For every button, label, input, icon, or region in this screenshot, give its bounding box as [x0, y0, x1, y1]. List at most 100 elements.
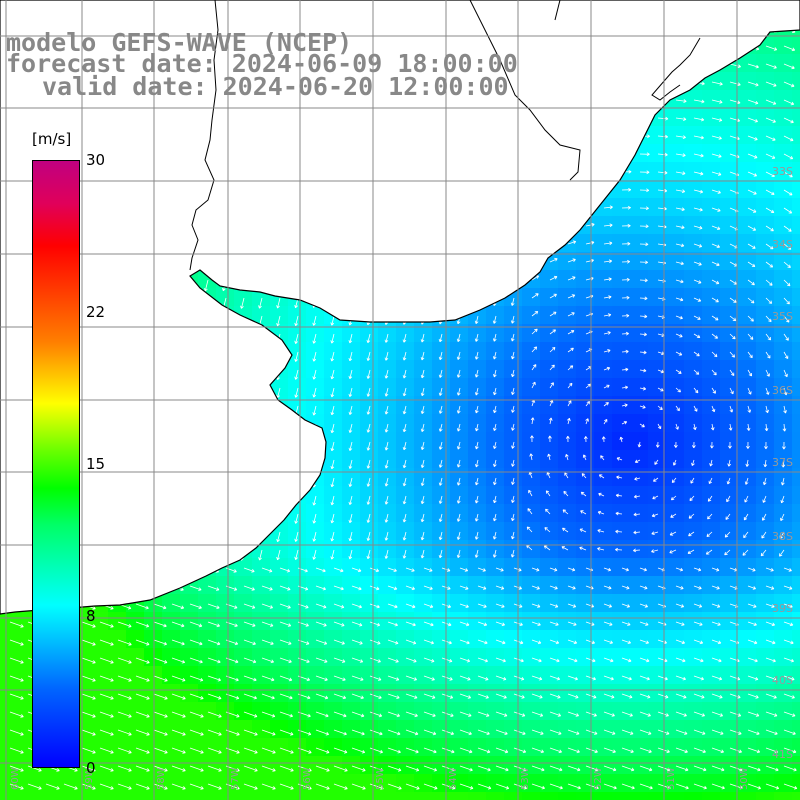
wind-arrow [711, 657, 722, 663]
wind-arrow [387, 585, 398, 591]
wind-arrow [438, 477, 443, 486]
wind-arrow [384, 513, 389, 523]
wind-arrow [81, 783, 96, 790]
wind-arrow [513, 747, 527, 754]
field-cell [342, 522, 361, 541]
field-cell [198, 774, 217, 793]
field-cell [270, 630, 289, 649]
wind-arrow [693, 369, 700, 375]
field-cell [342, 630, 361, 649]
field-cell [756, 342, 775, 361]
wind-arrow [693, 99, 705, 104]
wind-arrow [475, 423, 479, 432]
field-cell [522, 720, 541, 739]
wind-arrow [783, 387, 788, 396]
wind-arrow [315, 657, 328, 663]
wind-arrow [456, 441, 461, 450]
wind-arrow [549, 585, 558, 590]
wind-arrow [528, 489, 533, 497]
wind-arrow [747, 261, 756, 267]
wind-arrow [315, 693, 329, 700]
field-cell [486, 792, 505, 800]
wind-arrow [384, 387, 389, 397]
field-cell [270, 792, 289, 800]
wind-arrow [783, 783, 798, 790]
wind-arrow [765, 279, 773, 286]
field-cell [702, 576, 721, 595]
wind-arrow [597, 547, 605, 551]
wind-arrow [171, 603, 185, 610]
field-cell [558, 594, 577, 613]
wind-arrow [601, 436, 606, 443]
wind-arrow [493, 405, 497, 414]
field-cell [738, 432, 757, 451]
field-cell [288, 720, 307, 739]
lat-label: 34S [772, 238, 793, 251]
wind-arrow [567, 417, 571, 425]
lat-label: 40S [772, 674, 793, 687]
wind-arrow [405, 711, 418, 718]
wind-arrow [81, 621, 96, 628]
field-cell [522, 576, 541, 595]
field-cell [648, 684, 667, 703]
field-cell [594, 324, 613, 343]
wind-arrow [783, 45, 796, 52]
field-cell [504, 684, 523, 703]
field-cell [306, 576, 325, 595]
field-cell [486, 486, 505, 505]
field-cell [270, 648, 289, 667]
field-cell [360, 648, 379, 667]
wind-arrow [348, 333, 353, 344]
field-cell [774, 54, 793, 73]
field-cell [396, 342, 415, 361]
wind-arrow [189, 711, 204, 718]
field-cell [720, 360, 739, 379]
wind-arrow [420, 459, 425, 468]
field-cell [342, 396, 361, 415]
wind-arrow [711, 225, 721, 230]
wind-arrow [171, 639, 185, 646]
wind-arrow [456, 351, 461, 360]
wind-arrow [456, 369, 461, 378]
field-cell [360, 558, 379, 577]
wind-arrow [459, 675, 471, 681]
wind-arrow [639, 188, 650, 193]
wind-arrow [117, 783, 132, 790]
wind-arrow [366, 387, 371, 397]
field-cell [396, 414, 415, 433]
wind-arrow [438, 513, 443, 522]
wind-arrow [765, 297, 773, 304]
field-cell [594, 504, 613, 523]
wind-arrow [477, 621, 488, 627]
field-cell [522, 792, 541, 800]
field-cell [180, 612, 199, 631]
wind-arrow [639, 152, 650, 157]
wind-arrow [549, 311, 557, 317]
field-cell [576, 558, 595, 577]
field-cell [720, 414, 739, 433]
wind-arrow [366, 459, 371, 469]
field-cell [648, 288, 667, 307]
field-cell [756, 252, 775, 271]
field-cell [0, 612, 19, 631]
field-cell [270, 558, 289, 577]
wind-arrow [603, 675, 614, 681]
wind-arrow [243, 603, 256, 609]
field-cell [216, 702, 235, 721]
wind-arrow [567, 711, 580, 717]
colorbar-frame [32, 160, 80, 768]
wind-arrow [99, 729, 114, 736]
field-cell [432, 594, 451, 613]
field-cell [324, 450, 343, 469]
wind-arrow [598, 474, 605, 479]
wind-arrow [420, 477, 425, 486]
field-cell [396, 540, 415, 559]
wind-arrow [567, 330, 575, 335]
wind-arrow [531, 603, 541, 608]
wind-arrow [366, 333, 371, 344]
wind-arrow [693, 297, 702, 302]
wind-arrow [330, 495, 335, 506]
wind-arrow [621, 585, 630, 590]
field-cell [468, 630, 487, 649]
wind-arrow [711, 639, 722, 645]
